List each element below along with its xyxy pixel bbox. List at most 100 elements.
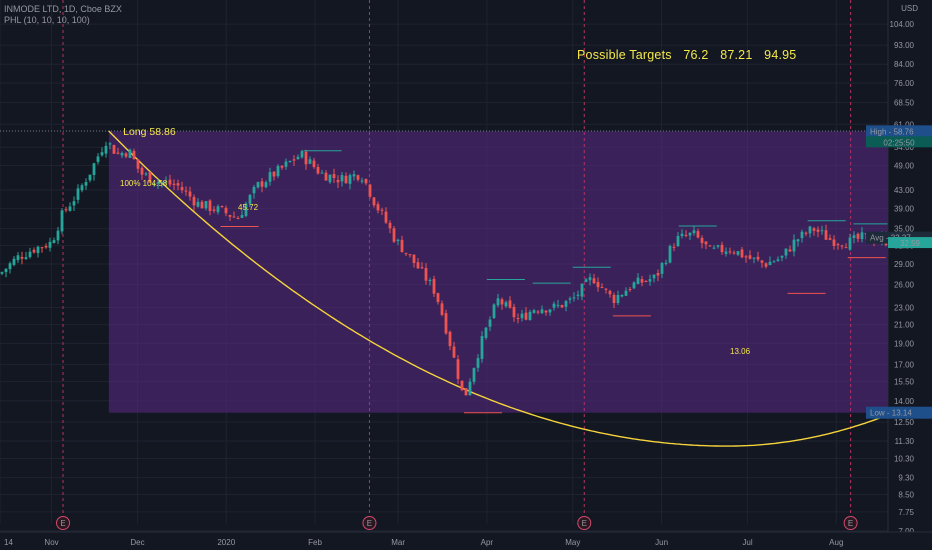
candle-body [684,234,688,236]
candle-body [612,294,616,304]
candle-body [556,304,560,306]
candle-body [688,232,692,236]
candle-body [856,233,860,239]
candle-body [140,167,144,175]
candle-body [404,252,408,254]
candle-body [4,268,8,273]
long-label: Long 58.86 [123,126,176,138]
candle-body [112,145,116,154]
candle-body [28,251,32,257]
candle-body [860,232,864,240]
candle-body [420,267,424,269]
mid-note-label: 13.06 [730,347,751,356]
y-tick-label: 35.00 [894,225,915,234]
candle-body [848,237,852,250]
candle-body [188,191,192,197]
x-tick-label: Nov [44,538,58,547]
candle-body [692,230,696,234]
candle-body [488,319,492,327]
candle-body [324,172,328,181]
candle-body [376,204,380,211]
candle-body [672,246,676,248]
candle-body [332,174,336,179]
candle-body [444,313,448,334]
candle-body [36,246,40,254]
candle-body [764,263,768,267]
candle-body [640,279,644,283]
candle-body [300,151,304,158]
x-tick-label: Feb [308,538,322,547]
candle-body [760,260,764,263]
candle-body [384,211,388,223]
high-badge-bg [866,125,932,138]
candle-body [832,239,836,246]
x-tick-label: Aug [829,538,843,547]
y-tick-label: 26.00 [894,281,915,290]
candle-body [136,159,140,169]
candle-body [648,279,652,282]
candle-body [708,245,712,247]
candle-body [232,216,236,218]
candle-body [32,249,36,253]
y-tick-label: 84.00 [894,60,915,69]
candle-body [460,380,464,391]
candle-body [56,230,60,241]
y-tick-label: 29.00 [894,260,915,269]
candle-body [196,201,200,207]
high-badge: High - 58.76 [870,127,914,136]
candle-body [416,262,420,269]
candle-body [132,151,136,160]
candle-body [844,247,848,249]
candle-body [524,312,528,320]
candle-body [128,149,132,158]
candle-body [180,187,184,191]
candle-body [540,309,544,314]
candle-body [64,209,68,211]
candle-body [656,273,660,276]
candle-body [820,230,824,232]
candle-body [852,235,856,239]
candle-body [776,259,780,261]
earnings-marker-label: E [60,519,65,528]
candle-body [500,299,504,305]
y-tick-label: 9.30 [898,474,914,483]
candle-body [492,304,496,318]
last-badge-bg [888,237,932,249]
candle-body [392,228,396,242]
candle-body [440,303,444,315]
y-tick-label: 49.00 [894,161,915,170]
candle-body [184,190,188,192]
candle-body [276,166,280,177]
y-tick-label: 61.00 [894,120,915,129]
y-tick-label: 8.50 [898,491,914,500]
candle-body [796,239,800,242]
candle-body [768,261,772,266]
candle-body [348,175,352,184]
candle-body [48,241,52,248]
candle-body [548,309,552,313]
earnings-marker [362,516,377,530]
candle-body [408,254,412,256]
candle-body [160,182,164,184]
candle-body [212,209,216,211]
candle-body [80,185,84,191]
candle-body [608,290,612,295]
candle-body [712,247,716,249]
candle-body [292,159,296,161]
y-tick-label: 11.30 [895,437,915,446]
candle-body [752,257,756,259]
candle-body [320,172,324,174]
candle-body [508,300,512,308]
candle-body [308,159,312,164]
candle-body [60,210,64,232]
candle-body [372,197,376,206]
candle-body [336,179,340,183]
candle-body [736,251,740,255]
candle-body [720,244,724,253]
candle-body [0,272,4,274]
y-tick-label: 43.00 [894,186,915,195]
candle-body [168,179,172,185]
candle-body [604,288,608,290]
candle-body [364,178,368,184]
